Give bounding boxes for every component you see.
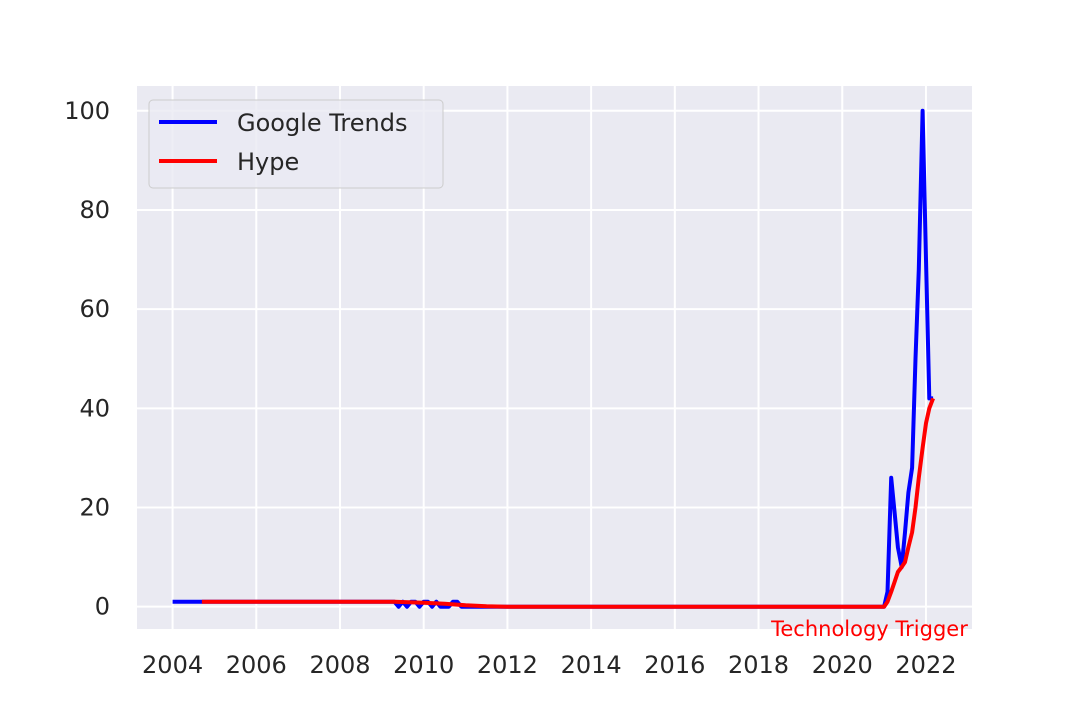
x-tick-label: 2006 xyxy=(226,651,287,679)
legend-box xyxy=(148,99,444,189)
y-tick-label: 100 xyxy=(64,97,110,125)
y-tick-label: 80 xyxy=(79,196,110,224)
y-tick-label: 0 xyxy=(95,593,110,621)
x-tick-label: 2014 xyxy=(561,651,622,679)
x-tick-label: 2010 xyxy=(393,651,454,679)
x-axis: 2004 2006 2008 2010 2012 2014 2016 2018 2020 2022 xyxy=(142,651,956,679)
legend: Google Trends Hype xyxy=(148,99,444,189)
y-axis: 0 20 40 60 80 100 xyxy=(64,97,110,621)
x-tick-label: 2022 xyxy=(895,651,956,679)
x-tick-label: 2012 xyxy=(477,651,538,679)
x-tick-label: 2018 xyxy=(728,651,789,679)
x-tick-label: 2016 xyxy=(644,651,705,679)
annotation-label: Technology Trigger xyxy=(770,617,968,641)
y-tick-label: 40 xyxy=(79,394,110,422)
y-tick-label: 20 xyxy=(79,494,110,522)
annotations: Technology Trigger xyxy=(770,617,968,641)
legend-label-hype: Hype xyxy=(237,148,299,176)
y-tick-label: 60 xyxy=(79,295,110,323)
x-tick-label: 2020 xyxy=(812,651,873,679)
x-tick-label: 2008 xyxy=(309,651,370,679)
series-lines xyxy=(172,108,935,609)
legend-label-google-trends: Google Trends xyxy=(237,109,407,137)
x-tick-label: 2004 xyxy=(142,651,203,679)
series-line-hype xyxy=(201,397,935,609)
